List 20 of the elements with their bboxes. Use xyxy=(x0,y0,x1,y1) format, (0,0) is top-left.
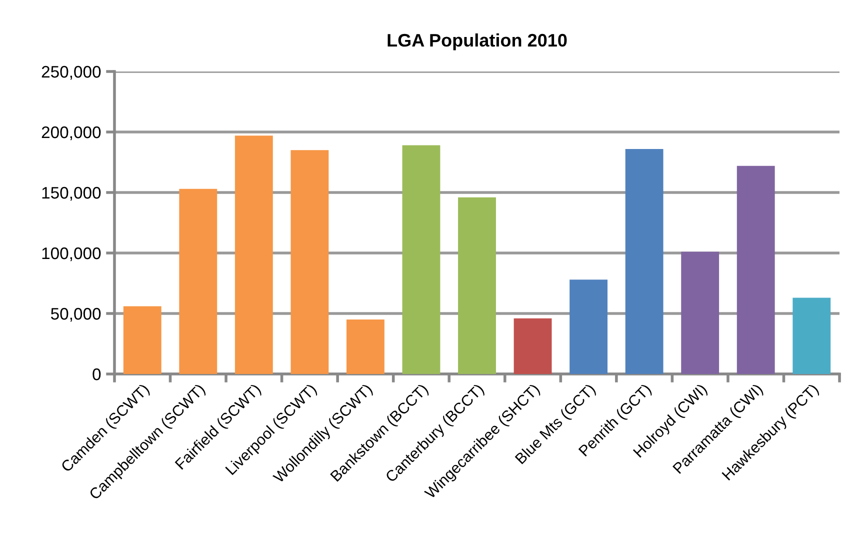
bar xyxy=(234,136,273,374)
bar xyxy=(346,320,384,374)
y-tick-label: 200,000 xyxy=(42,126,101,140)
bar xyxy=(514,318,552,374)
chart-title: LGA Population 2010 xyxy=(388,33,567,50)
bar xyxy=(625,148,664,374)
bar xyxy=(290,150,329,374)
bar xyxy=(402,145,440,374)
bar xyxy=(681,252,720,374)
bar xyxy=(458,197,496,374)
y-tick-label: 250,000 xyxy=(42,66,101,80)
y-tick-label: 50,000 xyxy=(50,308,101,322)
bar xyxy=(570,280,608,374)
y-tick-label: 150,000 xyxy=(42,186,101,201)
bar xyxy=(179,188,218,374)
y-tick-label: 0 xyxy=(92,368,101,380)
y-tick-label: 100,000 xyxy=(42,247,101,262)
bar xyxy=(123,306,162,374)
bar xyxy=(736,166,775,374)
bar xyxy=(792,298,831,374)
